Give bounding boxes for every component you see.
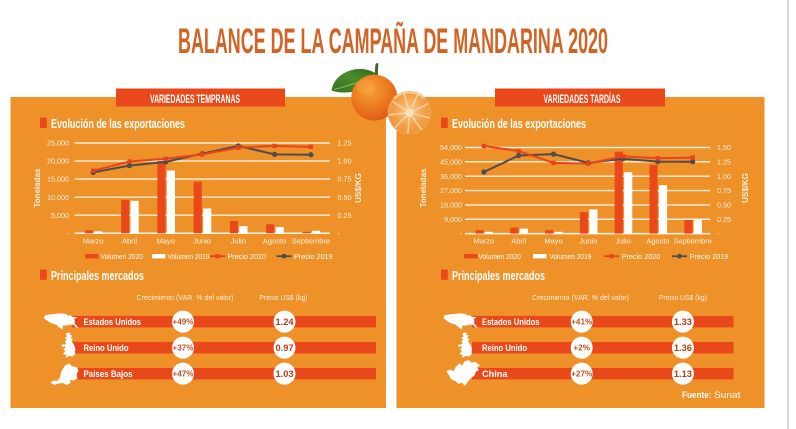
svg-text:0.50: 0.50 (338, 193, 352, 202)
svg-text:Estados Unidos: Estados Unidos (482, 317, 540, 328)
svg-text:Principales mercados: Principales mercados (452, 268, 545, 283)
svg-text:15,000: 15,000 (47, 175, 69, 184)
svg-text:9,000: 9,000 (444, 215, 462, 224)
svg-text:1.13: 1.13 (674, 369, 692, 379)
svg-text:Crecimiento (VAR. % del valor): Crecimiento (VAR. % del valor) (532, 293, 629, 302)
svg-text:-: - (338, 229, 341, 238)
svg-text:Septiembre: Septiembre (292, 237, 330, 246)
svg-text:Mayo: Mayo (157, 237, 175, 246)
svg-text:45,000: 45,000 (440, 157, 462, 166)
svg-text:+49%: +49% (172, 318, 194, 327)
svg-text:1.25: 1.25 (717, 157, 731, 166)
svg-text:Junio: Junio (579, 237, 597, 246)
svg-text:25,000: 25,000 (47, 139, 69, 148)
svg-text:Toneladas: Toneladas (33, 168, 42, 208)
svg-text:US$/KG: US$/KG (741, 173, 750, 203)
svg-text:Volumen 2019: Volumen 2019 (168, 252, 210, 261)
svg-text:54,000: 54,000 (440, 143, 462, 152)
svg-text:36,000: 36,000 (440, 172, 462, 181)
svg-text:1.00: 1.00 (338, 157, 352, 166)
svg-text:Volumen 2020: Volumen 2020 (478, 252, 521, 261)
svg-text:Agosto: Agosto (263, 237, 286, 246)
svg-text:Precio US$ (kg): Precio US$ (kg) (259, 293, 307, 302)
svg-text:Evolución de las exportaciones: Evolución de las exportaciones (51, 116, 185, 131)
svg-text:Evolución de las exportaciones: Evolución de las exportaciones (452, 116, 586, 131)
svg-text:10,000: 10,000 (47, 193, 69, 202)
svg-text:1.50: 1.50 (717, 143, 731, 152)
svg-text:VARIEDADES TARDÍAS: VARIEDADES TARDÍAS (544, 91, 621, 106)
svg-text:1.00: 1.00 (717, 172, 731, 181)
svg-text:Junio: Junio (193, 237, 211, 246)
svg-text:US$/KG: US$/KG (354, 173, 363, 203)
svg-text:+41%: +41% (571, 318, 593, 327)
svg-text:Agosto: Agosto (646, 237, 669, 246)
svg-text:Julio: Julio (615, 237, 630, 246)
svg-text:Toneladas: Toneladas (419, 168, 428, 208)
svg-text:Mayo: Mayo (544, 237, 562, 246)
svg-text:Reino Unido: Reino Unido (84, 343, 129, 354)
svg-text:Sunat: Sunat (714, 390, 741, 401)
svg-text:Abril: Abril (511, 237, 526, 246)
svg-text:Paises Bajos: Paises Bajos (84, 369, 133, 380)
svg-text:Marzo: Marzo (473, 237, 494, 246)
svg-text:+2%: +2% (573, 344, 590, 353)
svg-text:27,000: 27,000 (440, 186, 462, 195)
svg-text:Volumen 2020: Volumen 2020 (101, 252, 144, 261)
svg-text:1.25: 1.25 (338, 139, 352, 148)
svg-text:0.75: 0.75 (717, 186, 731, 195)
svg-text:Reino Unido: Reino Unido (482, 343, 527, 354)
svg-text:1.33: 1.33 (674, 317, 692, 327)
svg-text:Septiembre: Septiembre (674, 237, 712, 246)
svg-text:Marzo: Marzo (83, 237, 104, 246)
svg-text:Julio: Julio (231, 237, 246, 246)
svg-text:Precio 2020: Precio 2020 (228, 252, 267, 261)
svg-text:5,000: 5,000 (51, 211, 69, 220)
svg-text:Precio 2020: Precio 2020 (622, 252, 661, 261)
svg-text:-: - (717, 229, 720, 238)
svg-text:Principales mercados: Principales mercados (51, 268, 144, 283)
svg-text:0.25: 0.25 (717, 215, 731, 224)
svg-text:+47%: +47% (172, 370, 194, 379)
svg-text:1.03: 1.03 (275, 369, 293, 379)
svg-text:Volumen 2019: Volumen 2019 (549, 252, 591, 261)
svg-text:Crecimiento (VAR. % del valor): Crecimiento (VAR. % del valor) (137, 293, 234, 302)
svg-text:Precio 2019: Precio 2019 (690, 252, 729, 261)
svg-text:1.36: 1.36 (674, 343, 692, 353)
svg-text:Abril: Abril (122, 237, 137, 246)
svg-text:Precio US$ (kg): Precio US$ (kg) (659, 293, 707, 302)
svg-text:Fuente:: Fuente: (682, 390, 712, 401)
svg-text:0.25: 0.25 (338, 211, 352, 220)
svg-text:0.97: 0.97 (275, 343, 293, 353)
svg-text:0.75: 0.75 (338, 175, 352, 184)
svg-text:VARIEDADES TEMPRANAS: VARIEDADES TEMPRANAS (150, 92, 240, 106)
svg-text:-: - (67, 229, 70, 238)
svg-text:0.50: 0.50 (717, 201, 731, 210)
svg-text:1.24: 1.24 (275, 317, 294, 327)
svg-text:+37%: +37% (172, 344, 194, 353)
svg-text:Estados Unidos: Estados Unidos (84, 317, 142, 328)
svg-text:20,000: 20,000 (47, 157, 69, 166)
svg-text:-: - (460, 229, 463, 238)
svg-text:BALANCE DE LA CAMPAÑA DE MANDA: BALANCE DE LA CAMPAÑA DE MANDARINA 2020 (178, 21, 608, 61)
svg-text:Precio 2019: Precio 2019 (294, 252, 333, 261)
svg-text:+27%: +27% (571, 370, 593, 379)
svg-text:18,000: 18,000 (440, 201, 462, 210)
svg-text:China: China (482, 369, 508, 380)
